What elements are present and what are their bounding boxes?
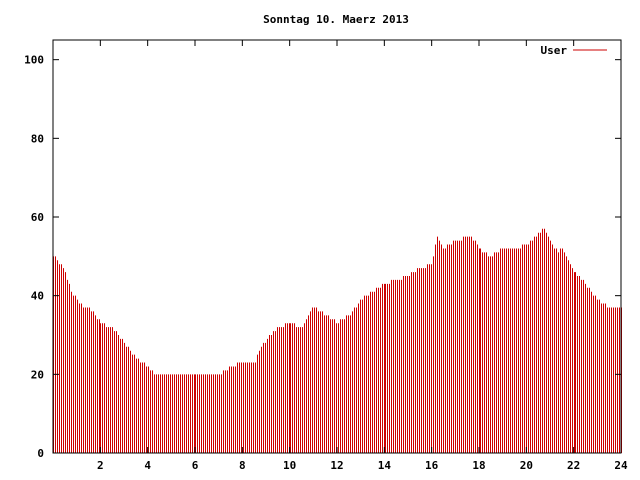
bars-group xyxy=(53,228,622,453)
x-tick-label: 2 xyxy=(97,459,104,472)
y-tick-label: 40 xyxy=(31,290,44,303)
chart-title: Sonntag 10. Maerz 2013 xyxy=(263,13,409,26)
y-tick-label: 20 xyxy=(31,368,44,381)
y-tick-label: 80 xyxy=(31,132,44,145)
y-axis: 0 20 40 60 80 100 xyxy=(24,54,621,460)
legend: User xyxy=(541,44,607,57)
x-tick-label: 6 xyxy=(192,459,199,472)
x-tick-label: 8 xyxy=(239,459,246,472)
x-axis: 2 4 6 8 10 12 14 16 18 20 22 24 xyxy=(97,40,628,472)
x-tick-label: 14 xyxy=(378,459,392,472)
x-tick-label: 10 xyxy=(283,459,296,472)
x-tick-label: 18 xyxy=(472,459,485,472)
legend-label-user: User xyxy=(541,44,568,57)
x-tick-label: 12 xyxy=(330,459,343,472)
x-tick-label: 22 xyxy=(567,459,580,472)
x-tick-label: 24 xyxy=(614,459,628,472)
x-tick-label: 16 xyxy=(425,459,439,472)
y-tick-label: 100 xyxy=(24,54,44,67)
y-tick-label: 0 xyxy=(37,447,44,460)
x-tick-label: 4 xyxy=(144,459,151,472)
x-tick-label: 20 xyxy=(520,459,533,472)
y-tick-label: 60 xyxy=(31,211,44,224)
